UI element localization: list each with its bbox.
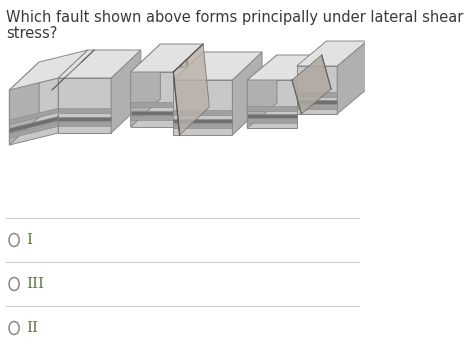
Text: II: II [27,321,39,335]
Polygon shape [233,52,262,135]
Text: III: III [27,277,45,291]
Polygon shape [297,41,367,66]
Polygon shape [247,118,297,123]
Polygon shape [337,41,367,114]
Polygon shape [173,119,233,123]
Polygon shape [297,100,337,104]
Polygon shape [247,80,297,128]
Polygon shape [292,55,331,114]
Polygon shape [111,50,141,133]
Text: Which fault shown above forms principally under lateral shear: Which fault shown above forms principall… [6,10,464,25]
Polygon shape [131,72,173,127]
Polygon shape [247,106,297,111]
Polygon shape [173,80,233,135]
Polygon shape [9,108,58,125]
Polygon shape [58,78,111,133]
Text: I: I [58,57,64,71]
Polygon shape [131,44,203,72]
Polygon shape [173,44,209,135]
Polygon shape [9,78,58,145]
Polygon shape [9,50,88,90]
Polygon shape [58,122,111,126]
Polygon shape [131,102,173,107]
Text: III: III [290,57,310,71]
Polygon shape [52,50,94,90]
Polygon shape [131,44,160,127]
Polygon shape [297,92,337,97]
Polygon shape [247,55,326,80]
Polygon shape [247,55,277,128]
Text: I: I [27,233,33,247]
Polygon shape [297,66,337,114]
Text: stress?: stress? [6,26,57,41]
Polygon shape [173,110,233,115]
Polygon shape [173,52,262,80]
Polygon shape [247,114,297,118]
Polygon shape [9,122,58,138]
Polygon shape [173,124,233,128]
Polygon shape [131,111,173,115]
Polygon shape [9,117,58,133]
Polygon shape [58,108,111,113]
Polygon shape [58,117,111,121]
Text: II: II [177,57,191,71]
Polygon shape [131,116,173,120]
Polygon shape [297,104,337,109]
Polygon shape [9,62,39,145]
Polygon shape [58,50,141,78]
